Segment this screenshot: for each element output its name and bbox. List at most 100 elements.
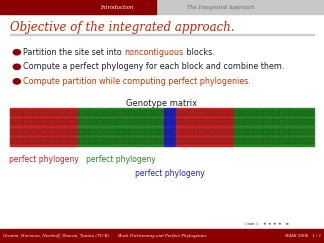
Bar	[284, 110, 285, 116]
Bar	[313, 119, 314, 125]
Bar	[181, 110, 183, 116]
Bar	[214, 138, 215, 144]
Bar	[156, 119, 158, 125]
Bar	[138, 129, 140, 135]
Bar	[117, 119, 118, 125]
Bar	[178, 129, 179, 135]
Bar	[172, 138, 174, 144]
Bar	[23, 110, 24, 116]
Bar	[68, 119, 69, 125]
Bar	[53, 138, 54, 144]
Bar	[59, 110, 60, 116]
Bar	[124, 129, 125, 135]
Bar	[129, 129, 131, 135]
Bar	[158, 138, 160, 144]
Bar	[155, 138, 156, 144]
Bar	[264, 129, 266, 135]
Bar	[106, 110, 107, 116]
Bar	[84, 119, 85, 125]
Bar	[225, 129, 226, 135]
Bar	[262, 119, 264, 125]
Bar	[192, 110, 193, 116]
Bar	[140, 119, 142, 125]
Bar	[59, 129, 60, 135]
Bar	[102, 138, 103, 144]
Bar	[59, 119, 60, 125]
Bar	[286, 110, 287, 116]
Bar	[169, 119, 170, 125]
Bar	[61, 110, 62, 116]
Bar	[212, 129, 214, 135]
Bar	[169, 129, 170, 135]
Bar	[86, 119, 87, 125]
Bar	[12, 138, 13, 144]
Bar	[35, 129, 37, 135]
Bar	[189, 129, 190, 135]
Text: Objective of the integrated approach.: Objective of the integrated approach.	[10, 21, 234, 35]
Bar	[243, 129, 244, 135]
Bar	[194, 119, 195, 125]
Bar	[78, 108, 164, 146]
Bar	[142, 119, 143, 125]
Bar	[14, 138, 15, 144]
Bar	[144, 129, 145, 135]
Bar	[78, 119, 80, 125]
Bar	[257, 129, 259, 135]
Bar	[296, 138, 298, 144]
Bar	[35, 138, 37, 144]
Bar	[218, 119, 219, 125]
Bar	[78, 129, 80, 135]
Bar	[75, 110, 76, 116]
Bar	[30, 138, 31, 144]
Bar	[272, 138, 273, 144]
Bar	[73, 129, 75, 135]
Bar	[225, 110, 226, 116]
Bar	[164, 110, 165, 116]
Bar	[117, 138, 118, 144]
Bar	[246, 110, 248, 116]
Bar	[241, 138, 242, 144]
Bar	[284, 119, 285, 125]
Bar	[255, 119, 257, 125]
Bar	[296, 129, 298, 135]
Bar	[174, 119, 175, 125]
Bar	[259, 119, 260, 125]
Bar	[181, 119, 183, 125]
Text: ◁ ◄ ► ▷   ★ ★ ★ ★   ≡: ◁ ◄ ► ▷ ★ ★ ★ ★ ≡	[243, 223, 289, 227]
Bar	[277, 119, 278, 125]
Bar	[281, 138, 282, 144]
Bar	[214, 119, 215, 125]
Bar	[113, 138, 114, 144]
Bar	[144, 138, 145, 144]
Bar	[164, 138, 165, 144]
Bar	[169, 138, 170, 144]
Bar	[254, 138, 255, 144]
Bar	[266, 129, 267, 135]
Bar	[39, 119, 40, 125]
Bar	[286, 119, 287, 125]
Bar	[174, 110, 175, 116]
Bar	[293, 138, 294, 144]
Bar	[37, 119, 38, 125]
Bar	[142, 110, 143, 116]
Bar	[55, 119, 56, 125]
Bar	[200, 138, 201, 144]
Bar	[295, 119, 296, 125]
Bar	[95, 129, 96, 135]
Bar	[12, 129, 13, 135]
Bar	[282, 129, 284, 135]
Bar	[288, 129, 289, 135]
Bar	[209, 110, 210, 116]
Bar	[218, 110, 219, 116]
Bar	[53, 129, 54, 135]
Bar	[300, 110, 301, 116]
Bar	[255, 110, 257, 116]
Bar	[75, 138, 76, 144]
Bar	[131, 138, 133, 144]
Bar	[239, 129, 240, 135]
Bar	[122, 129, 123, 135]
Bar	[313, 138, 314, 144]
Bar	[162, 110, 163, 116]
Bar	[68, 138, 69, 144]
Bar	[293, 110, 294, 116]
